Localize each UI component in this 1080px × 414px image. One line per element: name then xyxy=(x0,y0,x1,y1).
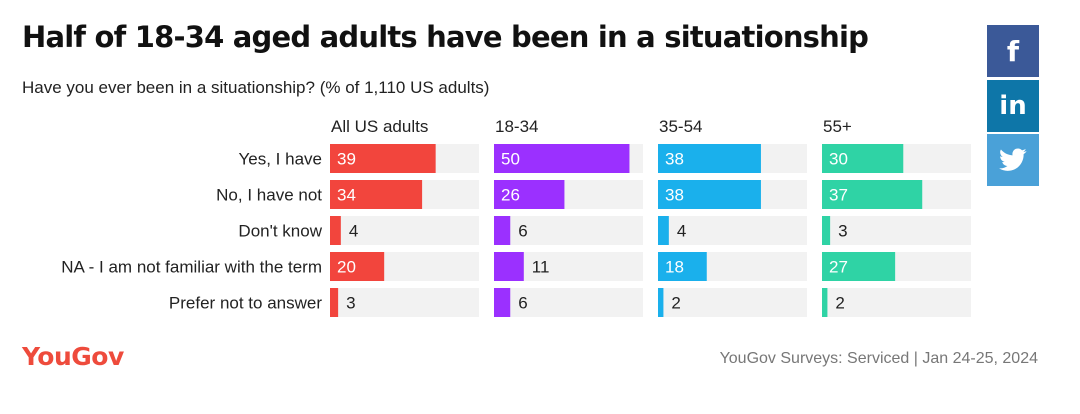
data-label: 38 xyxy=(665,186,684,205)
data-label: 4 xyxy=(677,222,686,241)
data-label: 18 xyxy=(665,258,684,277)
bar xyxy=(822,252,896,281)
series-header: 35-54 xyxy=(659,117,702,136)
data-label: 27 xyxy=(829,258,848,277)
chart-title: Half of 18-34 aged adults have been in a… xyxy=(22,20,869,54)
bar xyxy=(822,144,904,173)
category-label: NA - I am not familiar with the term xyxy=(61,258,322,277)
bar xyxy=(822,180,923,209)
chart-subtitle: Have you ever been in a situationship? (… xyxy=(22,78,490,97)
bar xyxy=(658,252,707,281)
bar-track xyxy=(330,288,479,317)
bar-track xyxy=(494,288,643,317)
bar xyxy=(658,288,664,317)
bar-track xyxy=(822,216,971,245)
bar xyxy=(658,144,761,173)
category-label: Yes, I have xyxy=(239,150,323,169)
facebook-share-button[interactable]: f xyxy=(987,25,1039,77)
bar xyxy=(330,144,436,173)
bar-track xyxy=(658,288,807,317)
data-label: 6 xyxy=(518,294,527,313)
series-header: 55+ xyxy=(823,117,852,136)
data-label: 37 xyxy=(829,186,848,205)
linkedin-share-button[interactable]: in xyxy=(987,80,1039,132)
data-label: 2 xyxy=(671,294,680,313)
bar xyxy=(494,180,565,209)
data-label: 3 xyxy=(346,294,355,313)
data-label: 38 xyxy=(665,150,684,169)
bar xyxy=(330,216,341,245)
bar xyxy=(658,216,669,245)
data-label: 3 xyxy=(838,222,847,241)
data-label: 50 xyxy=(501,150,520,169)
data-label: 11 xyxy=(532,258,550,277)
series-header: All US adults xyxy=(331,117,428,136)
category-label: Don't know xyxy=(238,222,322,241)
yougov-logo: YouGov xyxy=(22,342,124,371)
twitter-icon xyxy=(999,148,1027,171)
bar-track xyxy=(494,216,643,245)
data-label: 26 xyxy=(501,186,520,205)
bar xyxy=(494,288,511,317)
bar xyxy=(494,144,630,173)
bar-track xyxy=(658,216,807,245)
data-label: 34 xyxy=(337,186,356,205)
bar xyxy=(822,288,828,317)
data-label: 30 xyxy=(829,150,848,169)
twitter-share-button[interactable] xyxy=(987,134,1039,186)
data-label: 6 xyxy=(518,222,527,241)
category-label: No, I have not xyxy=(216,186,322,205)
bar xyxy=(822,216,831,245)
bar xyxy=(494,252,524,281)
bar-track xyxy=(822,288,971,317)
bar xyxy=(494,216,511,245)
bar xyxy=(330,252,385,281)
data-label: 4 xyxy=(349,222,358,241)
data-label: 20 xyxy=(337,258,356,277)
bar-track xyxy=(330,216,479,245)
source-note: YouGov Surveys: Serviced | Jan 24-25, 20… xyxy=(719,350,1038,367)
data-label: 39 xyxy=(337,150,356,169)
facebook-icon: f xyxy=(1006,34,1020,68)
bar xyxy=(330,180,423,209)
linkedin-icon: in xyxy=(999,91,1027,121)
series-header: 18-34 xyxy=(495,117,538,136)
category-label: Prefer not to answer xyxy=(169,294,322,313)
data-label: 2 xyxy=(835,294,844,313)
bar xyxy=(658,180,761,209)
bar xyxy=(330,288,339,317)
